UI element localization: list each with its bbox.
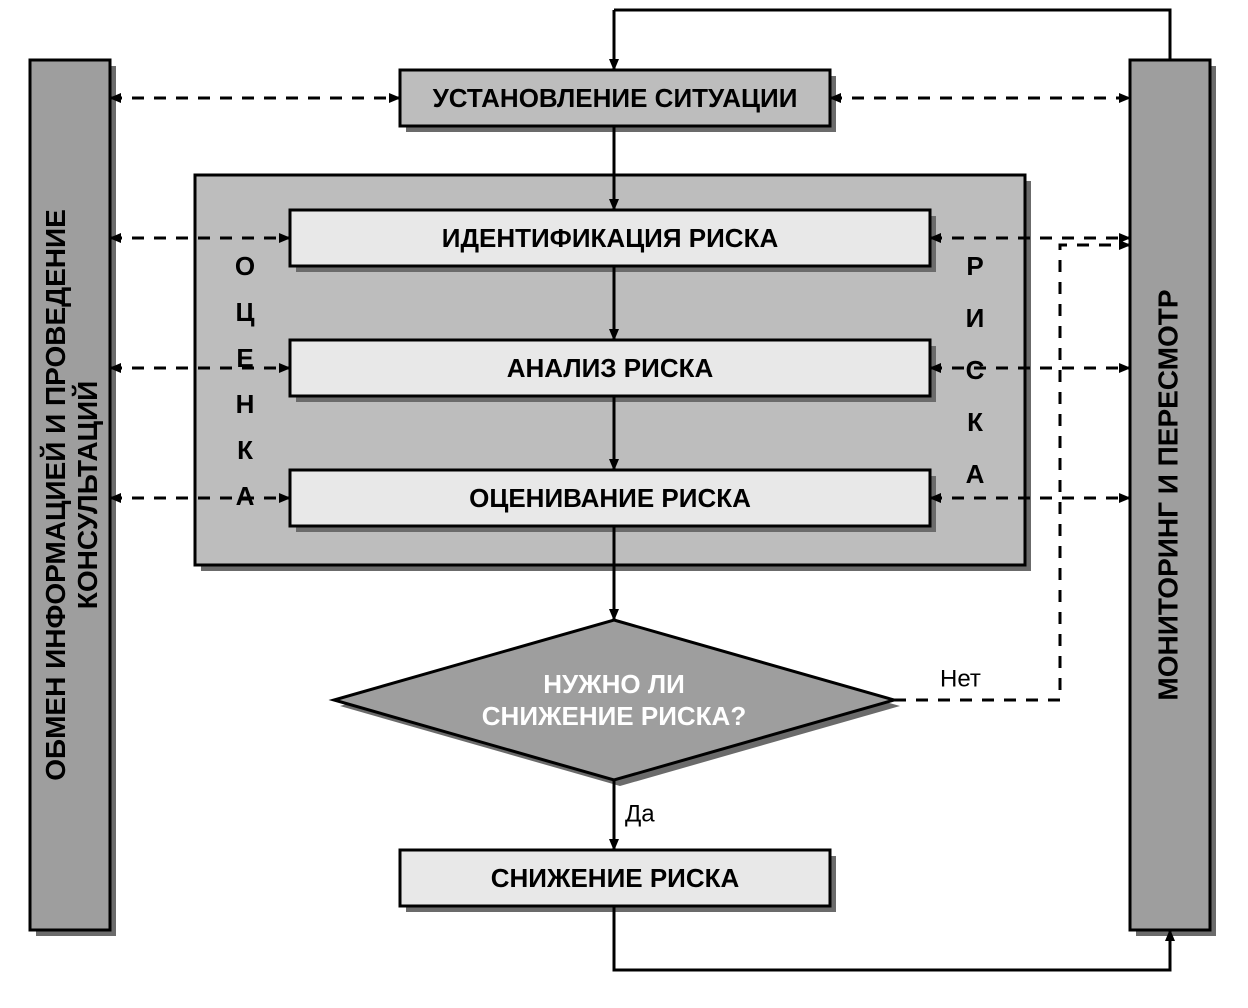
label-no: Нет bbox=[940, 665, 981, 692]
label-yes: Да bbox=[625, 800, 655, 827]
decision-line2: СНИЖЕНИЕ РИСКА? bbox=[482, 701, 746, 731]
container-right-vlabel-char: С bbox=[966, 355, 985, 385]
container-left-vlabel-char: О bbox=[235, 251, 255, 281]
risk-management-flowchart: ОБМЕН ИНФОРМАЦИЕЙ И ПРОВЕДЕНИЕКОНСУЛЬТАЦ… bbox=[0, 0, 1248, 1008]
node-risk-evaluation-label: ОЦЕНИВАНИЕ РИСКА bbox=[469, 483, 751, 513]
container-right-vlabel-char: А bbox=[966, 459, 985, 489]
container-right-vlabel-char: Р bbox=[966, 251, 983, 281]
node-risk-mitigation-label: СНИЖЕНИЕ РИСКА bbox=[491, 863, 740, 893]
container-left-vlabel-char: А bbox=[236, 481, 255, 511]
node-risk-identification-label: ИДЕНТИФИКАЦИЯ РИСКА bbox=[442, 223, 779, 253]
container-right-vlabel-char: И bbox=[966, 303, 985, 333]
arrow-n5_down bbox=[614, 906, 1170, 970]
container-left-vlabel-char: Н bbox=[236, 389, 255, 419]
node-risk-analysis-label: АНАЛИЗ РИСКА bbox=[507, 353, 714, 383]
container-right-vlabel-char: К bbox=[967, 407, 983, 437]
container-left-vlabel-char: К bbox=[237, 435, 253, 465]
decision-line1: НУЖНО ЛИ bbox=[543, 669, 685, 699]
node-establish-context-label: УСТАНОВЛЕНИЕ СИТУАЦИИ bbox=[433, 83, 798, 113]
arrow-top_feed bbox=[614, 10, 1170, 60]
container-left-vlabel-char: Ц bbox=[236, 297, 255, 327]
right-pillar-label: МОНИТОРИНГ И ПЕРЕСМОТР bbox=[1152, 289, 1183, 700]
